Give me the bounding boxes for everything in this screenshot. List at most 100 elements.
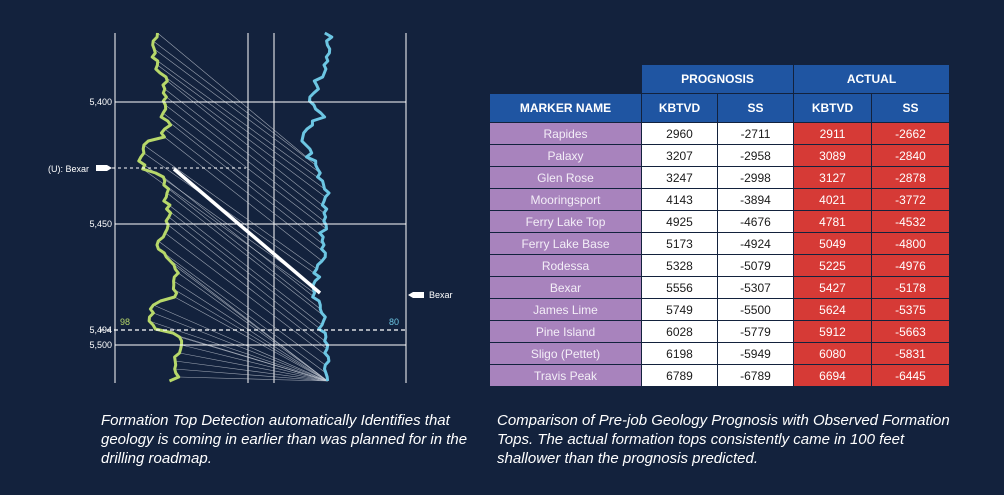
correlation-lines [138,32,329,382]
marker-name-cell: Ferry Lake Base [489,232,642,255]
actual-ss-cell: -4976 [871,254,950,277]
correlation-line [154,48,321,174]
marker-name-cell: Pine Island [489,320,642,343]
depth-label: 5,450 [89,219,112,229]
correlation-line [173,280,328,382]
correlation-line [167,224,328,350]
actual-kbtvd-cell: 6694 [793,364,872,387]
left-gamma-curve [137,32,184,383]
actual-kbtvd-cell: 5225 [793,254,872,277]
correlation-line [174,296,328,382]
correlation-line [157,64,325,190]
correlation-line [175,360,328,382]
actual-ss-cell: -2662 [871,122,950,145]
prognosis-kbtvd-cell: 3207 [641,144,718,167]
actual-ss-cell: -2840 [871,144,950,167]
log-grid [114,33,407,383]
correlation-line [153,312,328,382]
marker-name-cell: Sligo (Pettet) [489,342,642,365]
table-row: Travis Peak 6789 -6789 6694 -6445 [489,364,950,387]
correlation-line [164,128,326,254]
correlation-line [173,264,328,382]
right-bexar-label: Bexar [429,290,453,300]
table-row: Rodessa 5328 -5079 5225 -4976 [489,254,950,277]
depth-axis: 5,400 5,450 5,494 5,500 [89,97,406,350]
prognosis-kbtvd-cell: 4143 [641,188,718,211]
correlation-line [158,240,326,366]
left-bexar-label: (U): Bexar [48,164,89,174]
correlation-line [181,344,328,382]
correlation-line [166,208,326,334]
actual-ss-cell: -2878 [871,166,950,189]
marker-name-cell: Glen Rose [489,166,642,189]
right-track-value: 80 [389,317,399,327]
actual-kbtvd-cell: 5427 [793,276,872,299]
correlation-line [163,200,323,326]
group-header-row: PROGNOSIS ACTUAL [489,64,950,94]
left-track-value: 98 [120,317,130,327]
correlation-line [179,336,328,382]
marker-name-cell: Travis Peak [489,364,642,387]
col-header-act-ss: SS [871,93,950,123]
left-bexar-marker-icon [96,165,112,171]
table-row: Pine Island 6028 -5779 5912 -5663 [489,320,950,343]
correlation-line [163,184,321,310]
marker-name-cell: Bexar [489,276,642,299]
prognosis-ss-cell: -5949 [717,342,794,365]
col-header-act-kbtvd: KBTVD [793,93,872,123]
prognosis-ss-cell: -2711 [717,122,794,145]
prognosis-ss-cell: -4924 [717,232,794,255]
correlation-line [163,176,320,302]
actual-kbtvd-cell: 5049 [793,232,872,255]
table-row: Rapides 2960 -2711 2911 -2662 [489,122,950,145]
table-row: Glen Rose 3247 -2998 3127 -2878 [489,166,950,189]
prognosis-ss-cell: -5779 [717,320,794,343]
correlation-line [165,104,327,230]
actual-kbtvd-cell: 3089 [793,144,872,167]
marker-name-cell: Rodessa [489,254,642,277]
correlation-line [173,288,328,382]
prognosis-kbtvd-cell: 6789 [641,364,718,387]
correlation-line [166,192,326,318]
actual-kbtvd-cell: 2911 [793,122,872,145]
actual-ss-cell: -6445 [871,364,950,387]
prognosis-ss-cell: -3894 [717,188,794,211]
correlation-line [158,248,327,374]
actual-ss-cell: -4800 [871,232,950,255]
correlation-line [153,304,328,382]
actual-ss-cell: -5178 [871,276,950,299]
correlation-line [179,352,328,382]
correlation-line [142,168,315,294]
correlation-line [159,72,326,198]
prognosis-ss-cell: -2958 [717,144,794,167]
prognosis-kbtvd-cell: 5749 [641,298,718,321]
table-row: Palaxy 3207 -2958 3089 -2840 [489,144,950,167]
col-header-prog-kbtvd: KBTVD [641,93,718,123]
depth-label: 5,500 [89,340,112,350]
correlation-line [143,144,317,270]
prognosis-kbtvd-cell: 6028 [641,320,718,343]
correlation-line [168,216,325,342]
prognosis-kbtvd-cell: 4925 [641,210,718,233]
table-row: Ferry Lake Top 4925 -4676 4781 -4532 [489,210,950,233]
prognosis-ss-cell: -5079 [717,254,794,277]
correlation-line [157,32,307,158]
correlation-line [166,96,324,222]
blank-header-cell [489,64,642,94]
right-gamma-curve [300,31,334,382]
marker-name-cell: Mooringsport [489,188,642,211]
correlation-line [149,320,328,382]
correlation-line [152,56,323,182]
log-correlation-panel: 5,400 5,450 5,494 5,500 (U): Bexar Bexar 98… [48,31,453,383]
prognosis-ss-cell: -2998 [717,166,794,189]
table-row: Mooringsport 4143 -3894 4021 -3772 [489,188,950,211]
table-row: Ferry Lake Base 5173 -4924 5049 -4800 [489,232,950,255]
actual-kbtvd-cell: 6080 [793,342,872,365]
bexar-correlation-line [172,167,322,295]
right-bexar-marker-icon [408,292,424,298]
prognosis-kbtvd-cell: 5328 [641,254,718,277]
col-header-prog-ss: SS [717,93,794,123]
right-caption: Comparison of Pre-job Geology Prognosis … [497,412,950,467]
marker-name-cell: James Lime [489,298,642,321]
actual-header: ACTUAL [793,64,950,94]
